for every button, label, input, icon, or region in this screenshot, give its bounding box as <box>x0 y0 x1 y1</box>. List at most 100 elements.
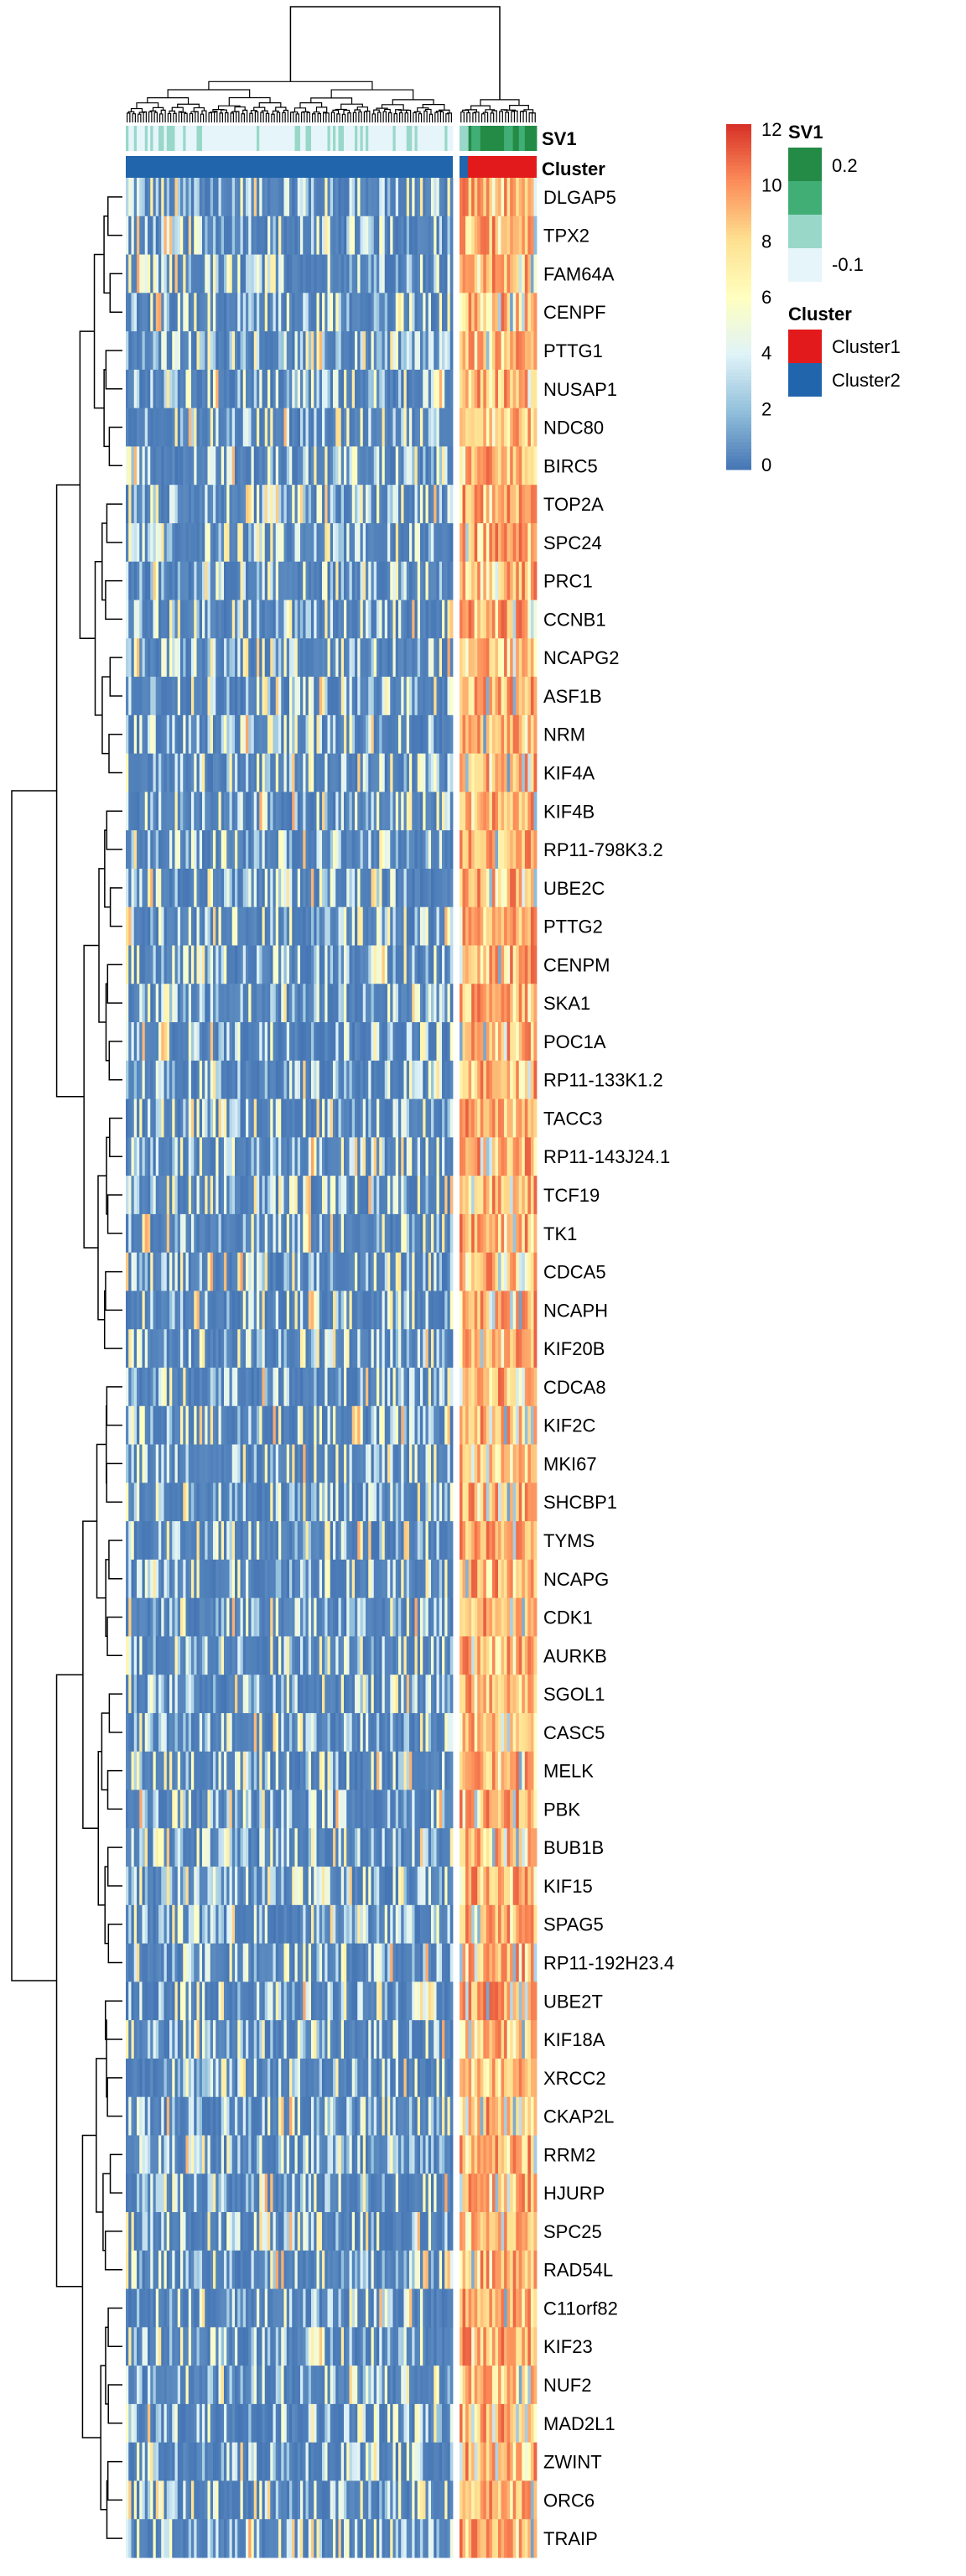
heatmap-cell <box>434 1098 437 1138</box>
heatmap-cell <box>142 1213 146 1254</box>
heatmap-cell <box>403 868 408 908</box>
heatmap-cell <box>314 1060 317 1099</box>
heatmap-cell <box>431 906 434 946</box>
heatmap-cell <box>257 1022 260 1062</box>
heatmap-cell <box>360 178 364 217</box>
heatmap-cell <box>188 408 192 447</box>
heatmap-cell <box>172 945 175 984</box>
heatmap-cell <box>305 446 309 486</box>
heatmap-cell <box>518 830 522 870</box>
heatmap-cell <box>297 1098 301 1138</box>
heatmap-cell <box>166 254 170 293</box>
heatmap-cell <box>480 753 484 792</box>
heatmap-cell <box>371 1060 375 1099</box>
heatmap-cell <box>133 331 138 371</box>
heatmap-cell <box>362 1060 366 1099</box>
heatmap-cell <box>264 178 268 217</box>
heatmap-cell <box>501 1137 505 1176</box>
heatmap-cell <box>213 293 216 332</box>
heatmap-cell <box>495 753 499 792</box>
heatmap-cell <box>412 1252 415 1291</box>
heatmap-cell <box>221 561 225 600</box>
heatmap-cell <box>522 331 526 371</box>
heatmap-cell <box>229 293 233 332</box>
heatmap-cell <box>395 945 399 984</box>
heatmap-cell <box>486 522 490 563</box>
heatmap-cell <box>305 254 309 293</box>
heatmap-cell <box>425 216 429 255</box>
heatmap-cell <box>242 1137 247 1176</box>
heatmap-cell <box>210 906 214 946</box>
heatmap-cell <box>335 522 339 563</box>
heatmap-cell <box>300 792 304 831</box>
heatmap-cell <box>150 1137 153 1176</box>
sv1-annotation-cell <box>224 126 227 151</box>
heatmap-cell <box>512 408 517 447</box>
heatmap-cell <box>409 446 413 486</box>
heatmap-cell <box>417 638 421 678</box>
heatmap-cell <box>180 792 184 831</box>
heatmap-cells <box>126 178 538 2558</box>
heatmap-cell <box>210 561 214 600</box>
heatmap-cell <box>155 1329 159 1368</box>
heatmap-cell <box>425 945 429 984</box>
row-dendrogram-branch <box>108 1693 122 1733</box>
column-dendrogram-branch <box>371 113 376 122</box>
heatmap-cell <box>314 1137 317 1176</box>
heatmap-cell <box>403 254 408 293</box>
heatmap-cell <box>373 1213 377 1254</box>
heatmap-cell <box>357 216 361 255</box>
heatmap-cell <box>199 369 203 409</box>
heatmap-cell <box>382 1098 386 1138</box>
heatmap-cell <box>409 868 413 908</box>
heatmap-cell <box>240 254 244 293</box>
heatmap-cell <box>524 254 528 293</box>
heatmap-cell <box>395 485 399 524</box>
heatmap-cell <box>144 1022 148 1062</box>
heatmap-cell <box>387 1176 391 1215</box>
sv1-annotation-cell <box>524 126 528 151</box>
heatmap-cell <box>316 868 320 908</box>
heatmap-cell <box>480 331 484 371</box>
heatmap-cell <box>338 1368 342 1407</box>
heatmap-cell <box>501 792 505 831</box>
heatmap-cell <box>158 945 162 984</box>
heatmap-cell <box>420 1252 423 1291</box>
heatmap-cell <box>377 446 380 486</box>
heatmap-cell <box>474 1252 478 1291</box>
heatmap-cell <box>316 714 320 755</box>
heatmap-cell <box>194 984 197 1023</box>
heatmap-cell <box>172 638 175 678</box>
heatmap-cell <box>518 1252 522 1291</box>
heatmap-cell <box>340 830 345 870</box>
heatmap-cell <box>278 485 282 524</box>
heatmap-cell <box>480 216 484 255</box>
heatmap-cell <box>316 216 320 255</box>
heatmap-cell <box>316 945 320 984</box>
heatmap-cell <box>297 1022 301 1062</box>
heatmap-cell <box>510 638 514 678</box>
heatmap-cell <box>403 331 408 371</box>
heatmap-cell <box>489 1252 493 1291</box>
sv1-annotation-cell <box>338 126 342 151</box>
heatmap-cell <box>412 868 415 908</box>
heatmap-cell <box>434 216 437 255</box>
heatmap-cell <box>278 331 282 371</box>
heatmap-cell <box>524 331 528 371</box>
sv1-annotation-cell <box>264 126 268 151</box>
heatmap-cell <box>196 331 200 371</box>
heatmap-cell <box>202 600 205 639</box>
heatmap-cell <box>126 216 129 255</box>
heatmap-cell <box>216 331 219 371</box>
heatmap-cell <box>270 753 273 792</box>
heatmap-cell <box>510 522 514 563</box>
heatmap-cell <box>226 906 230 946</box>
heatmap-cell <box>346 677 350 716</box>
heatmap-cell <box>387 178 391 217</box>
heatmap-cell <box>251 408 255 447</box>
heatmap-cell <box>527 293 532 332</box>
heatmap-cell <box>516 293 520 332</box>
heatmap-cell <box>308 1329 312 1368</box>
heatmap-cell <box>294 1368 299 1407</box>
heatmap-cell <box>246 868 249 908</box>
